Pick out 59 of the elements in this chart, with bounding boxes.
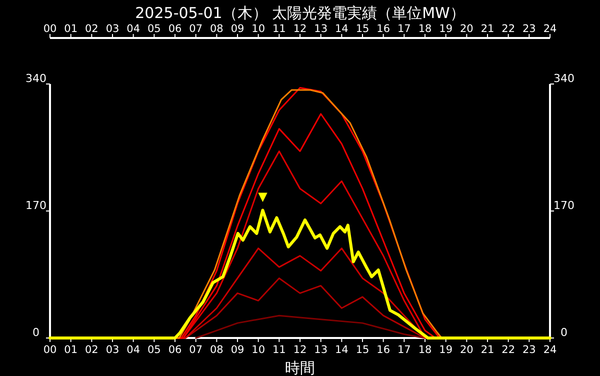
- x2-tick-label: 18: [418, 23, 432, 35]
- x-tick-label: 00: [43, 344, 57, 356]
- y-tick-label: 340: [26, 72, 46, 85]
- x-tick-label: 22: [502, 344, 516, 356]
- x2-tick-label: 21: [480, 23, 494, 35]
- x2-tick-label: 23: [522, 23, 536, 35]
- x2-tick-label: 03: [106, 23, 120, 35]
- x-tick-label: 05: [147, 344, 161, 356]
- x-tick-label: 14: [334, 344, 349, 356]
- y2-tick-label: 170: [554, 199, 574, 212]
- x2-tick-label: 14: [334, 23, 349, 35]
- x2-tick-label: 06: [168, 23, 182, 35]
- x-axis-title: 時間: [285, 359, 315, 376]
- x-tick-label: 21: [480, 344, 494, 356]
- x2-tick-label: 02: [84, 23, 98, 35]
- x-tick-label: 06: [168, 344, 182, 356]
- x-tick-label: 01: [64, 344, 78, 356]
- x2-tick-label: 05: [147, 23, 161, 35]
- x-tick-label: 16: [376, 344, 390, 356]
- x-tick-label: 04: [126, 344, 140, 356]
- x-tick-label: 15: [356, 344, 370, 356]
- chart-title: 2025-05-01（木） 太陽光発電実績（単位MW）: [135, 4, 465, 22]
- y-tick-label: 0: [32, 326, 40, 339]
- x2-tick-label: 11: [272, 23, 286, 35]
- y2-tick-label: 340: [554, 72, 574, 85]
- x2-tick-label: 08: [210, 23, 224, 35]
- x-tick-label: 17: [397, 344, 411, 356]
- x2-tick-label: 04: [126, 23, 140, 35]
- x2-tick-label: 22: [502, 23, 516, 35]
- annotation: ▼: [258, 189, 268, 204]
- x2-tick-label: 01: [64, 23, 78, 35]
- x-tick-label: 09: [230, 344, 244, 356]
- x2-tick-label: 09: [230, 23, 244, 35]
- x-tick-label: 18: [418, 344, 432, 356]
- x-tick-label: 08: [210, 344, 224, 356]
- x2-tick-label: 07: [189, 23, 203, 35]
- x2-tick-label: 13: [314, 23, 328, 35]
- x-tick-label: 02: [84, 344, 98, 356]
- x-tick-label: 07: [189, 344, 203, 356]
- x2-tick-label: 20: [460, 23, 474, 35]
- x-tick-label: 10: [252, 344, 266, 356]
- y-tick-label: 170: [26, 199, 46, 212]
- x-tick-label: 12: [293, 344, 307, 356]
- x2-tick-label: 16: [376, 23, 390, 35]
- x2-tick-label: 19: [439, 23, 453, 35]
- x-tick-label: 13: [314, 344, 328, 356]
- y2-tick-label: 0: [560, 326, 568, 339]
- x2-tick-label: 00: [43, 23, 57, 35]
- x-tick-label: 23: [522, 344, 536, 356]
- x2-tick-label: 17: [397, 23, 411, 35]
- x2-tick-label: 10: [252, 23, 266, 35]
- x2-tick-label: 24: [543, 23, 557, 35]
- x-tick-label: 11: [272, 344, 286, 356]
- x-tick-label: 20: [460, 344, 474, 356]
- x-tick-label: 19: [439, 344, 453, 356]
- x2-tick-label: 12: [293, 23, 307, 35]
- x-tick-label: 24: [543, 344, 557, 356]
- x2-tick-label: 15: [356, 23, 370, 35]
- x-tick-label: 03: [106, 344, 120, 356]
